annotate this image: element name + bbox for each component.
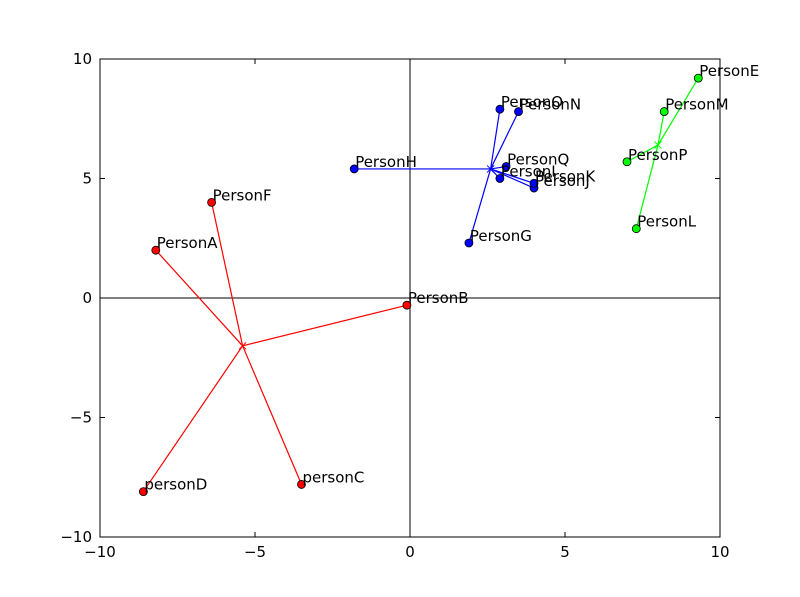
point-label: PersonH [355, 153, 417, 171]
centroid-marker [654, 141, 662, 149]
y-tick-label: 0 [82, 289, 92, 307]
cluster-link-line [626, 144, 659, 163]
y-tick-label: −5 [70, 409, 92, 427]
cluster-link-line [242, 304, 408, 347]
point-label: PersonN [520, 96, 582, 114]
x-tick-label: 0 [405, 543, 415, 561]
cluster-link-line [468, 168, 492, 244]
point-label: PersonQ [507, 151, 569, 169]
data-point [151, 245, 161, 255]
data-point [659, 107, 669, 116]
y-tick-label: 5 [82, 170, 92, 188]
centroid-marker [486, 165, 495, 173]
cluster-link-line [142, 345, 244, 492]
data-point [693, 73, 703, 83]
cluster-link-line [635, 144, 659, 229]
axis-ticks [99, 58, 721, 538]
point-label: PersonK [535, 167, 596, 185]
point-label: personC [303, 468, 365, 486]
data-point [402, 300, 412, 310]
data-point [501, 162, 511, 171]
cluster-link-line [490, 168, 535, 184]
centroid-marker [238, 341, 247, 350]
y-tick-label: −10 [60, 528, 92, 546]
x-tick-label: −5 [244, 543, 266, 561]
point-label: PersonB [408, 289, 469, 307]
axis-tick-labels: −10−10 −5 −5 0 0 5 5 10 10 [60, 50, 729, 561]
x-tick-label: 5 [560, 543, 570, 561]
data-point [622, 157, 632, 167]
point-label: PersonO [501, 93, 563, 111]
data-point [207, 197, 217, 207]
data-point [349, 164, 359, 174]
cluster-centroids [238, 141, 662, 350]
point-label: PersonJ [535, 172, 590, 190]
data-point [297, 480, 306, 489]
point-label: PersonI [501, 163, 556, 181]
y-tick-label: 10 [73, 50, 92, 68]
point-label: PersonF [213, 186, 272, 204]
data-point [495, 174, 505, 183]
data-point [631, 224, 641, 234]
cluster-link-line [657, 111, 665, 146]
x-tick-label: −10 [84, 543, 116, 561]
data-point [138, 487, 148, 496]
cluster-link-line [490, 111, 520, 170]
point-label: PersonE [699, 62, 759, 80]
point-label: PersonL [637, 213, 696, 231]
cluster-link-line [155, 249, 244, 347]
data-point [464, 238, 474, 248]
data-points [138, 73, 703, 496]
data-point [495, 104, 505, 114]
cluster-link-line [211, 202, 244, 346]
point-label: PersonM [665, 96, 728, 114]
point-labels: PersonA PersonB personC personD PersonF Perso… [144, 62, 759, 493]
cluster-link-line [242, 345, 303, 485]
cluster-link-line [657, 77, 699, 146]
point-label: personD [144, 476, 207, 494]
x-tick-label: 10 [710, 543, 729, 561]
point-label: PersonG [470, 227, 532, 245]
point-label: PersonA [157, 234, 218, 252]
point-label: PersonP [628, 146, 687, 164]
data-point [529, 178, 539, 188]
data-point [514, 107, 523, 116]
cluster-link-line [490, 109, 501, 170]
zero-axis-lines [100, 59, 720, 537]
cluster-link-line [490, 168, 535, 189]
